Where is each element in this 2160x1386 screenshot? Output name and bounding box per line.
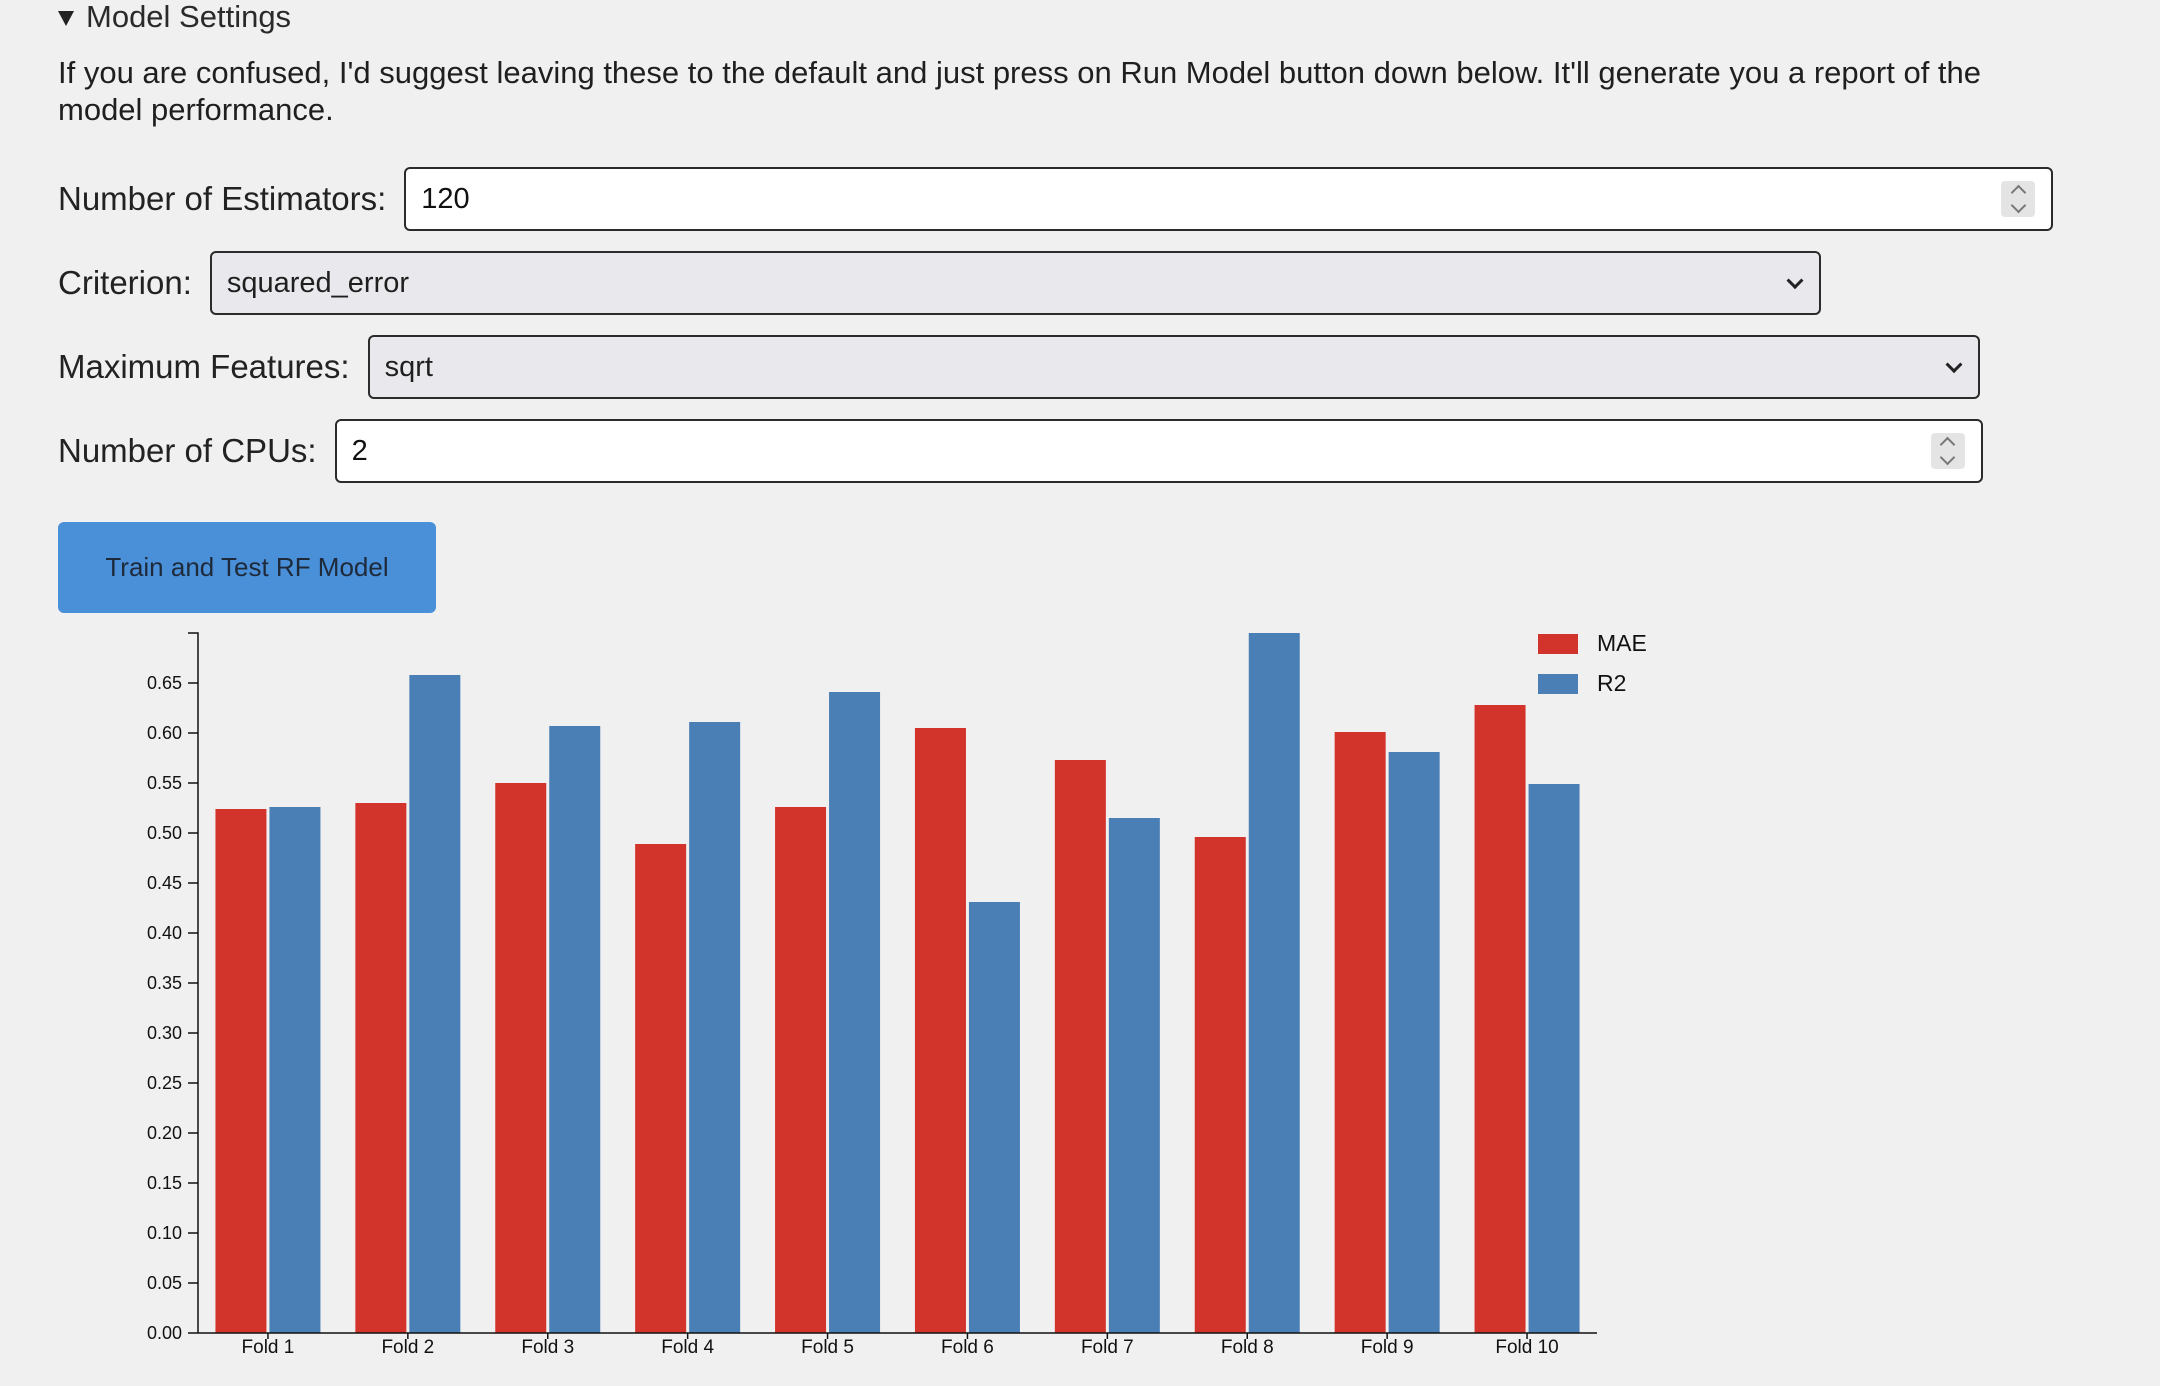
bar-mae-fold-3 — [495, 783, 547, 1333]
bar-r2-fold-1 — [269, 807, 321, 1333]
model-settings-toggle[interactable]: Model Settings — [58, 0, 291, 34]
bar-r2-fold-4 — [689, 722, 741, 1333]
y-tick-label: 0.10 — [147, 1223, 182, 1243]
y-tick-label: 0.20 — [147, 1123, 182, 1143]
estimators-value: 120 — [421, 182, 470, 215]
estimators-input[interactable]: 120 — [404, 167, 2054, 231]
bar-mae-fold-9 — [1334, 732, 1386, 1333]
y-tick-label: 0.00 — [147, 1323, 182, 1343]
bar-r2-fold-8 — [1248, 633, 1300, 1333]
bar-mae-fold-2 — [355, 803, 407, 1333]
criterion-select[interactable]: squared_error — [209, 251, 1821, 315]
y-tick-label: 0.30 — [147, 1023, 182, 1043]
cpus-row: Number of CPUs: 2 — [58, 417, 1983, 485]
y-tick-label: 0.05 — [147, 1273, 182, 1293]
settings-description: If you are confused, I'd suggest leaving… — [58, 55, 1982, 127]
y-tick-label: 0.35 — [147, 973, 182, 993]
bar-r2-fold-5 — [829, 692, 881, 1333]
cpus-spinner[interactable] — [1930, 433, 1965, 469]
max-features-row: Maximum Features: sqrt — [58, 333, 1980, 401]
max-features-select[interactable]: sqrt — [367, 335, 1980, 399]
collapse-triangle-icon — [58, 10, 74, 26]
metrics-bar-chart: Fold 1 Fold 2 Fold 3 Fold 4 Fold 5 Fold 6 Fold… — [147, 630, 1647, 1358]
cpus-label: Number of CPUs: — [58, 432, 317, 469]
legend-swatch-r2 — [1538, 674, 1578, 694]
y-tick-label: 0.55 — [147, 773, 182, 793]
bar-mae-fold-1 — [215, 809, 267, 1333]
bar-r2-fold-6 — [968, 902, 1020, 1333]
x-tick-label: Fold 4 — [661, 1337, 714, 1358]
x-tick-label: Fold 1 — [242, 1337, 295, 1358]
spinner-down-icon — [1939, 449, 1956, 466]
bar-mae-fold-5 — [775, 807, 827, 1333]
x-tick-label: Fold 9 — [1361, 1337, 1414, 1358]
bar-r2-fold-9 — [1388, 752, 1440, 1333]
bar-r2-fold-7 — [1108, 818, 1160, 1333]
criterion-label: Criterion: — [58, 264, 192, 301]
max-features-selected-value: sqrt — [384, 350, 433, 383]
estimators-row: Number of Estimators: 120 — [58, 165, 2054, 233]
x-tick-label: Fold 2 — [381, 1337, 434, 1358]
criterion-selected-value: squared_error — [226, 266, 410, 299]
bar-r2-fold-3 — [549, 726, 601, 1333]
y-tick-label: 0.65 — [147, 673, 182, 693]
estimators-label: Number of Estimators: — [58, 180, 387, 217]
criterion-row: Criterion: squared_error — [58, 249, 1821, 317]
max-features-label: Maximum Features: — [58, 348, 350, 385]
section-title: Model Settings — [86, 0, 292, 34]
chevron-down-icon — [1786, 272, 1804, 290]
y-axis — [188, 632, 199, 1333]
legend-swatch-mae — [1538, 634, 1578, 654]
bar-mae-fold-10 — [1474, 705, 1526, 1333]
x-tick-label: Fold 5 — [801, 1337, 854, 1358]
x-tick-label: Fold 3 — [521, 1337, 574, 1358]
estimators-spinner[interactable] — [2001, 181, 2036, 217]
x-tick-label: Fold 10 — [1495, 1337, 1558, 1358]
bar-r2-fold-2 — [409, 675, 461, 1333]
y-tick-label: 0.25 — [147, 1073, 182, 1093]
cpus-value: 2 — [351, 434, 368, 467]
bar-mae-fold-7 — [1054, 760, 1106, 1333]
bar-mae-fold-4 — [635, 844, 687, 1333]
bar-mae-fold-6 — [914, 728, 966, 1333]
train-test-button[interactable]: Train and Test RF Model — [58, 522, 436, 613]
x-tick-label: Fold 7 — [1081, 1337, 1134, 1358]
y-tick-label: 0.60 — [147, 723, 182, 743]
y-tick-label: 0.15 — [147, 1173, 182, 1193]
x-tick-label: Fold 8 — [1221, 1337, 1274, 1358]
cpus-input[interactable]: 2 — [334, 419, 1983, 483]
y-tick-label: 0.40 — [147, 923, 182, 943]
legend-label-mae: MAE — [1597, 630, 1647, 656]
bar-mae-fold-8 — [1194, 837, 1246, 1333]
y-tick-label: 0.45 — [147, 873, 182, 893]
legend-label-r2: R2 — [1597, 670, 1626, 696]
chevron-down-icon — [1945, 356, 1963, 374]
x-tick-label: Fold 6 — [941, 1337, 994, 1358]
bar-r2-fold-10 — [1528, 784, 1580, 1333]
spinner-down-icon — [2010, 197, 2027, 214]
y-tick-label: 0.50 — [147, 823, 182, 843]
